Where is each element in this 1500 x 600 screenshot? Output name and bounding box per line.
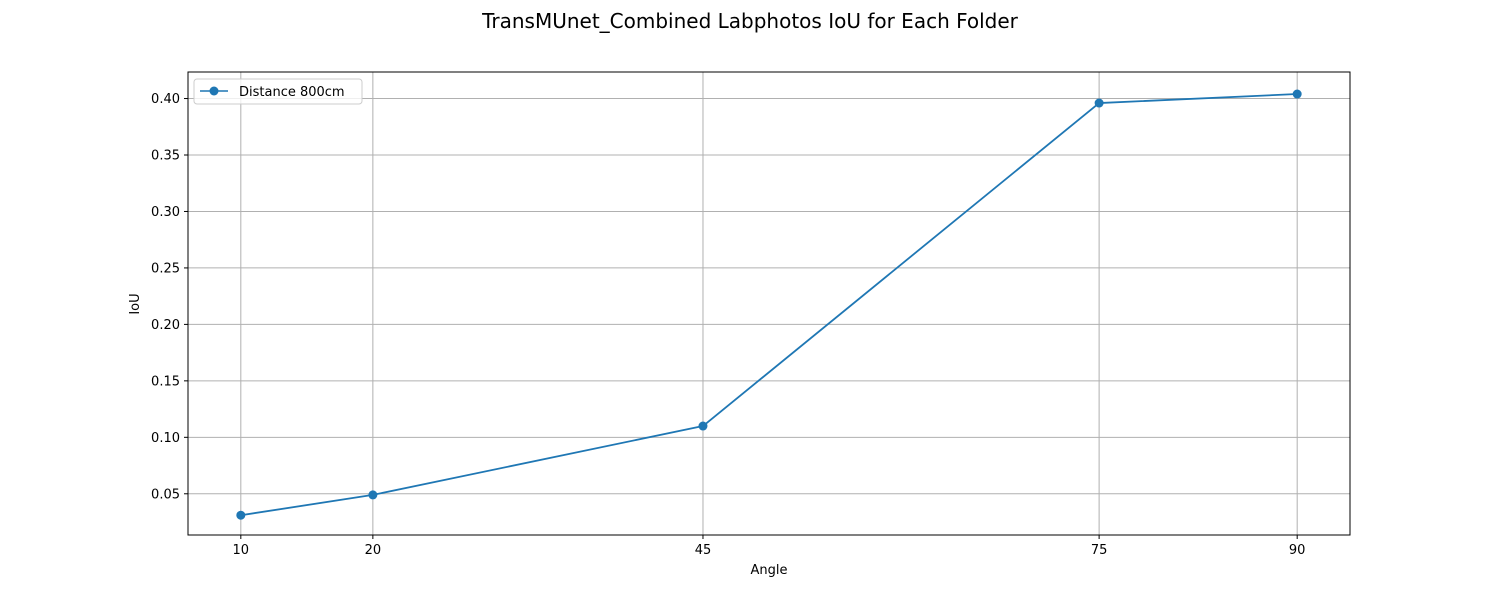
chart-title: TransMUnet_Combined Labphotos IoU for Ea… [481,9,1019,33]
x-tick-label: 10 [233,543,250,558]
y-tick-label: 0.25 [151,261,180,276]
plot-frame [187,71,1351,536]
legend-box [193,78,363,105]
series-layer [236,89,1302,520]
legend: Distance 800cm [193,78,363,105]
y-axis-label: IoU [128,293,143,314]
x-axis-ticks: 10 20 45 75 90 [233,535,1306,558]
y-tick-label: 0.10 [151,431,180,446]
legend-marker-sample [209,86,219,96]
x-tick-label: 90 [1289,543,1306,558]
grid [188,72,1350,535]
data-point [1094,98,1104,108]
y-tick-label: 0.35 [151,149,180,164]
x-tick-label: 20 [365,543,382,558]
data-point [236,510,246,520]
y-tick-label: 0.05 [151,487,180,502]
y-axis-ticks: 0.05 0.10 0.15 0.20 0.25 0.30 0.35 0.40 [151,92,188,502]
y-tick-label: 0.30 [151,205,180,220]
x-tick-label: 45 [695,543,712,558]
data-point [698,421,708,431]
y-tick-label: 0.40 [151,92,180,107]
y-tick-label: 0.20 [151,318,180,333]
x-axis-label: Angle [751,563,788,578]
x-tick-label: 75 [1091,543,1108,558]
y-tick-label: 0.15 [151,374,180,389]
data-point [1292,89,1302,99]
data-point [368,490,378,500]
legend-entry-label: Distance 800cm [239,85,345,100]
